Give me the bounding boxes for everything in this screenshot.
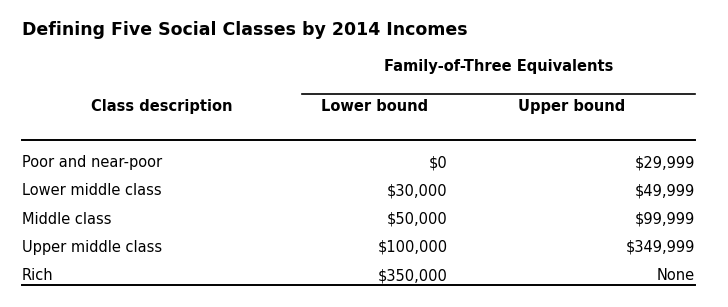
Text: Rich: Rich <box>22 268 53 283</box>
Text: $349,999: $349,999 <box>626 240 695 255</box>
Text: Lower bound: Lower bound <box>321 99 429 114</box>
Text: Poor and near-poor: Poor and near-poor <box>22 155 162 170</box>
Text: $0: $0 <box>429 155 448 170</box>
Text: $99,999: $99,999 <box>635 212 695 227</box>
Text: Upper bound: Upper bound <box>518 99 625 114</box>
Text: None: None <box>657 268 695 283</box>
Text: Upper middle class: Upper middle class <box>22 240 162 255</box>
Text: Lower middle class: Lower middle class <box>22 183 162 198</box>
Text: Middle class: Middle class <box>22 212 111 227</box>
Text: $49,999: $49,999 <box>635 183 695 198</box>
Text: $30,000: $30,000 <box>387 183 448 198</box>
Text: $29,999: $29,999 <box>635 155 695 170</box>
Text: $100,000: $100,000 <box>378 240 448 255</box>
Text: $350,000: $350,000 <box>378 268 448 283</box>
Text: Family-of-Three Equivalents: Family-of-Three Equivalents <box>384 59 614 74</box>
Text: Class description: Class description <box>91 99 233 114</box>
Text: Defining Five Social Classes by 2014 Incomes: Defining Five Social Classes by 2014 Inc… <box>22 21 467 40</box>
Text: $50,000: $50,000 <box>387 212 448 227</box>
